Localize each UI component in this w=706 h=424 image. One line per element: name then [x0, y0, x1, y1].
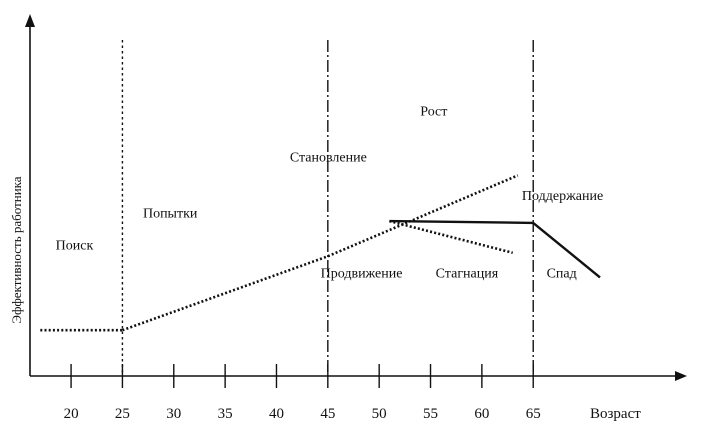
stage-label-stanovlenie: Становление — [290, 150, 367, 165]
x-tick-label-25: 25 — [115, 406, 130, 422]
stage-label-popytki: Попытки — [143, 207, 198, 222]
series-line-stagnation — [389, 219, 514, 255]
y-axis-arrow-icon — [25, 14, 35, 27]
axes — [25, 14, 687, 381]
x-tick-label-65: 65 — [526, 406, 541, 422]
x-axis-arrow-icon — [675, 371, 687, 381]
stage-labels: Поиск Попытки Становление Рост Поддержание Пр… — [56, 105, 604, 282]
x-tick-label-35: 35 — [218, 406, 233, 422]
x-axis-label: Возраст — [590, 406, 641, 422]
x-tick-label-45: 45 — [320, 406, 335, 422]
x-ticks: 20 25 30 35 40 45 50 55 60 65 — [64, 364, 541, 422]
x-tick-label-20: 20 — [64, 406, 79, 422]
chart-series — [40, 174, 601, 332]
stage-label-prodvizhenie: Продвижение — [321, 266, 403, 281]
series-line-decline — [532, 221, 601, 279]
series-line-maintenance — [389, 219, 534, 225]
series-line-rise — [121, 174, 519, 332]
x-tick-label-30: 30 — [166, 406, 181, 422]
stage-label-rost: Рост — [420, 105, 447, 120]
y-axis-label: Эффективность работника — [9, 176, 24, 323]
stage-label-stagnatsiya: Стагнация — [436, 266, 499, 281]
x-tick-label-60: 60 — [474, 406, 489, 422]
stage-label-spad: Спад — [547, 266, 577, 281]
x-tick-label-55: 55 — [423, 406, 438, 422]
x-tick-label-40: 40 — [269, 406, 284, 422]
stage-label-poisk: Поиск — [56, 238, 94, 253]
stage-dividers — [121, 40, 534, 376]
x-tick-label-50: 50 — [372, 406, 387, 422]
stage-label-podderzhanie: Поддержание — [522, 189, 603, 204]
